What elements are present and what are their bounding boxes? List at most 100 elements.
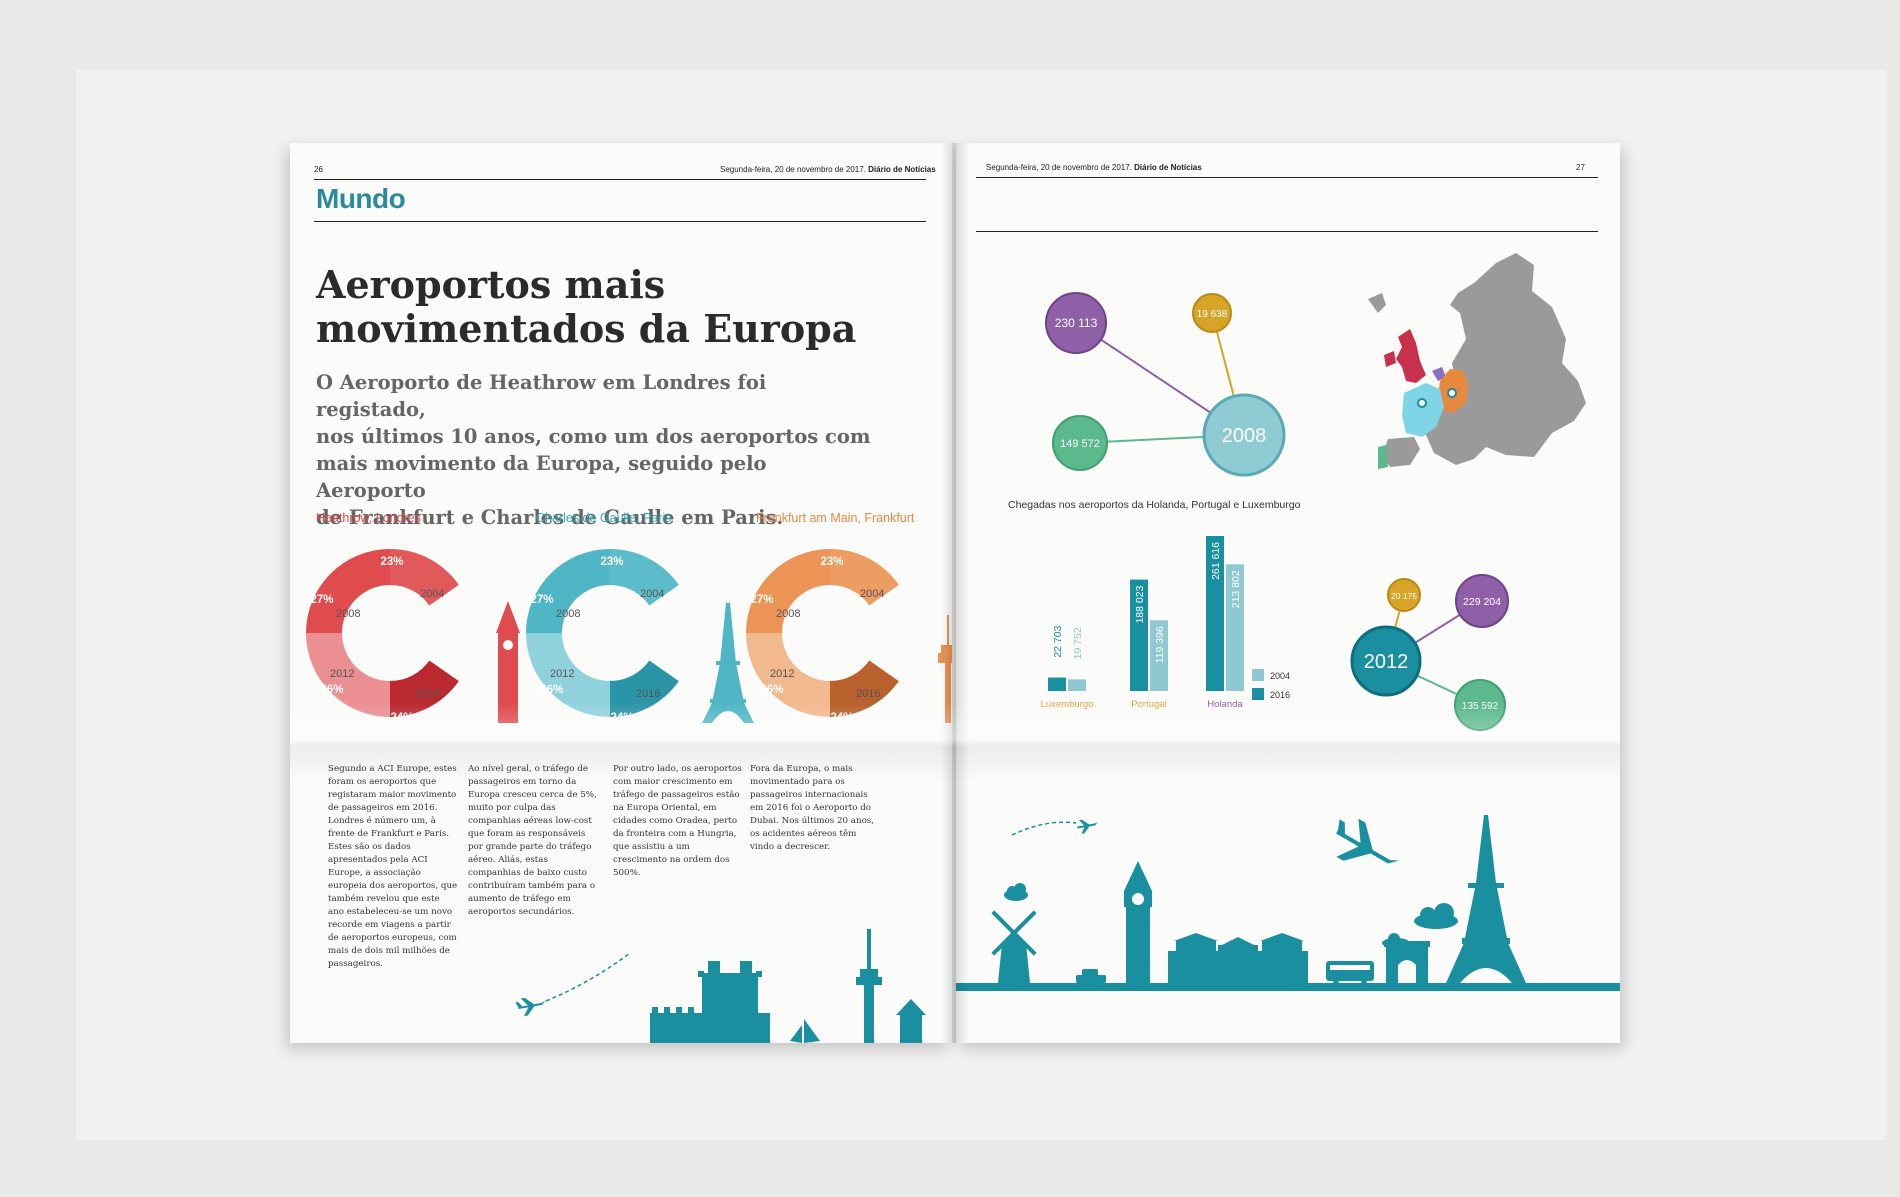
small-plane-icon [1077, 819, 1098, 834]
ring-segment-2008 [526, 549, 610, 633]
ring-year-label-2004: 2004 [860, 588, 884, 600]
bar-value-label: 19 752 [1072, 627, 1084, 659]
ring-percent-2012: 26% [540, 684, 563, 696]
newspaper-spread: 26 Segunda-feira, 20 de novembro de 2017… [290, 143, 1620, 1043]
ring-segment-2012 [746, 633, 830, 717]
bubbles-2012-green-bubble [1454, 679, 1506, 731]
bubble-graphics: 2008 230 113 19 638 149 572 2012 229 204 20 17… [1045, 292, 1509, 731]
ring-segment-2004 [390, 549, 459, 606]
large-plane-icon [1336, 818, 1399, 864]
ring-segment-2012 [306, 633, 390, 717]
legend-label-2004: 2004 [1270, 671, 1290, 681]
frankfurt-pin-icon [1447, 388, 1457, 398]
cloud-icon [1004, 883, 1028, 901]
page-number: 26 [314, 165, 323, 174]
page-header-date: Segunda-feira, 20 de novembro de 2017. D… [720, 165, 936, 174]
bar-value-label: 213 802 [1230, 570, 1242, 608]
bubbles-2008-yellow-label: 19 638 [1197, 309, 1228, 320]
tv-tower-icon [856, 929, 882, 1043]
bubbles-2008-green-bubble [1052, 415, 1108, 471]
ring-year-label-2016: 2016 [856, 688, 880, 700]
bubbles-2012-green-label: 135 592 [1462, 701, 1499, 712]
legend-swatch-2016 [1252, 688, 1264, 700]
bubbles-2008-center-label: 2008 [1222, 425, 1267, 447]
page-header-date-right: Segunda-feira, 20 de novembro de 2017. D… [986, 163, 1202, 172]
category-label: Holanda [1207, 699, 1243, 710]
bubbles-2008-yellow-bubble [1192, 293, 1232, 333]
eiffel-tower-icon [702, 603, 754, 723]
header-rule [314, 179, 926, 180]
skyline-left [515, 929, 926, 1043]
arc-de-triomphe-icon [1384, 941, 1430, 983]
taxi-icon [1076, 969, 1106, 987]
text-column-1: Segundo a ACI Europe, estes foram os aer… [328, 764, 458, 969]
section-title: Mundo [316, 183, 406, 214]
header-rule-right [976, 177, 1598, 178]
bar-chart-caption: Chegadas nos aeroportos da Holanda, Port… [1008, 499, 1301, 511]
headline: Aeroportos mais movimentados da Europa [316, 262, 857, 351]
bubbles-2012-purple-label: 229 204 [1463, 596, 1501, 608]
bar-value-label: 22 703 [1052, 625, 1064, 657]
ring-percent-2008: 27% [750, 594, 773, 606]
ring-percent-2012: 26% [760, 684, 783, 696]
bubbles-2008-purple-bubble [1045, 292, 1107, 354]
ring-label-heathrow: Heathrow, Londres [316, 511, 421, 525]
ring-label-frankfurt: Frankfurt am Main, Frankfurt [756, 511, 915, 525]
church-icon [896, 999, 926, 1043]
ring-segment-2016 [830, 660, 899, 717]
ring-percent-2004: 23% [380, 556, 403, 568]
bubbles-2008-purple-label: 230 113 [1055, 316, 1098, 330]
ring-year-label-2004: 2004 [640, 588, 664, 600]
europe-map [1368, 253, 1586, 469]
tv-tower-icon [938, 615, 952, 723]
bubbles-2008-center-bubble [1202, 393, 1286, 477]
bubbles-2012-yellow-bubble [1387, 578, 1421, 612]
ring-percent-2016: 24% [610, 712, 633, 724]
ring-year-label-2012: 2012 [770, 668, 794, 680]
bar-portugal-2004 [1150, 620, 1168, 691]
ring-segment-2008 [306, 549, 390, 633]
category-label: Portugal [1131, 699, 1166, 710]
bubbles-2012-center-bubble [1350, 625, 1422, 697]
plane-icon [515, 997, 546, 1017]
bubbles-2012-center-label: 2012 [1364, 651, 1409, 673]
cloud-icon [1414, 903, 1458, 929]
ring-segment-2008 [746, 549, 830, 633]
belem-tower-icon [650, 961, 770, 1043]
boat-icon [790, 1019, 820, 1043]
bubbles-2008-green-label: 149 572 [1060, 438, 1100, 450]
ring-segment-2012 [526, 633, 610, 717]
bar-value-label: 188 023 [1134, 585, 1146, 623]
ring-segment-2016 [610, 660, 679, 717]
legend-label-2016: 2016 [1270, 690, 1290, 700]
section-rule [314, 221, 926, 222]
ring-percent-2004: 23% [600, 556, 623, 568]
ring-year-label-2016: 2016 [416, 688, 440, 700]
ring-year-label-2016: 2016 [636, 688, 660, 700]
ring-year-label-2004: 2004 [420, 588, 444, 600]
ring-segment-2004 [830, 549, 899, 606]
bar-holanda-2004 [1226, 564, 1244, 691]
palace-icon [1168, 933, 1308, 983]
page-number-right: 27 [1576, 163, 1585, 172]
ring-percent-2008: 27% [310, 594, 333, 606]
ring-year-label-2008: 2008 [336, 608, 360, 620]
bar-value-label: 261 616 [1210, 542, 1222, 580]
section-rule-right [976, 231, 1598, 232]
text-column-3: Por outro lado, os aeroportos com maior … [613, 764, 742, 878]
paris-pin-icon [1417, 398, 1427, 408]
ring-year-label-2012: 2012 [330, 668, 354, 680]
deck: O Aeroporto de Heathrow em Londres foi r… [316, 371, 871, 529]
bar-luxemburgo-2016 [1048, 677, 1066, 691]
big-ben-icon [1124, 861, 1152, 983]
ring-segment-2004 [610, 549, 679, 606]
ring-percent-2016: 24% [830, 712, 853, 724]
ring-year-label-2008: 2008 [776, 608, 800, 620]
uk-shape [1396, 329, 1426, 383]
france-shape [1402, 383, 1444, 437]
category-label: Luxemburgo [1041, 699, 1094, 710]
bar-chart: 19 752 22 703 Luxemburgo 119 396 188 023 Port… [1041, 535, 1290, 710]
bubbles-2012-yellow-label: 20 175 [1391, 591, 1417, 601]
ring-percent-2012: 26% [320, 684, 343, 696]
